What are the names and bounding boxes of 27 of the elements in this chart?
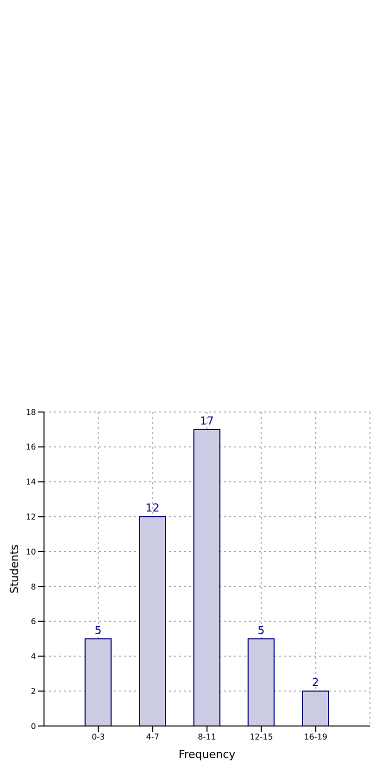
data-label: 2 <box>312 676 319 690</box>
y-tick-label: 14 <box>26 478 36 487</box>
y-tick-label: 16 <box>26 442 36 452</box>
x-tick-label: 12-15 <box>250 732 273 742</box>
y-tick-label: 8 <box>30 582 36 592</box>
y-axis-title: Students <box>8 544 21 594</box>
data-label: 5 <box>94 624 102 637</box>
bar <box>193 428 220 726</box>
bar <box>302 690 329 726</box>
y-tick-label: 4 <box>30 652 36 662</box>
data-label: 5 <box>258 624 265 637</box>
data-label: 12 <box>146 502 160 515</box>
y-tick-label: 12 <box>26 512 36 522</box>
x-tick-label: 0-3 <box>92 732 105 742</box>
x-tick-label: 4-7 <box>146 732 160 742</box>
bar <box>139 516 166 726</box>
data-label: 17 <box>200 414 214 428</box>
x-axis-title: Frequency <box>178 748 236 761</box>
y-tick-label: 2 <box>30 686 36 696</box>
bar <box>248 638 275 726</box>
y-tick-label: 6 <box>30 617 36 626</box>
y-tick-label: 10 <box>26 547 36 556</box>
bar <box>84 638 112 726</box>
x-tick-label: 16-19 <box>304 732 328 742</box>
y-tick-label: 0 <box>30 722 36 731</box>
y-tick-label: 18 <box>26 408 36 417</box>
x-tick-label: 8-11 <box>198 732 216 742</box>
